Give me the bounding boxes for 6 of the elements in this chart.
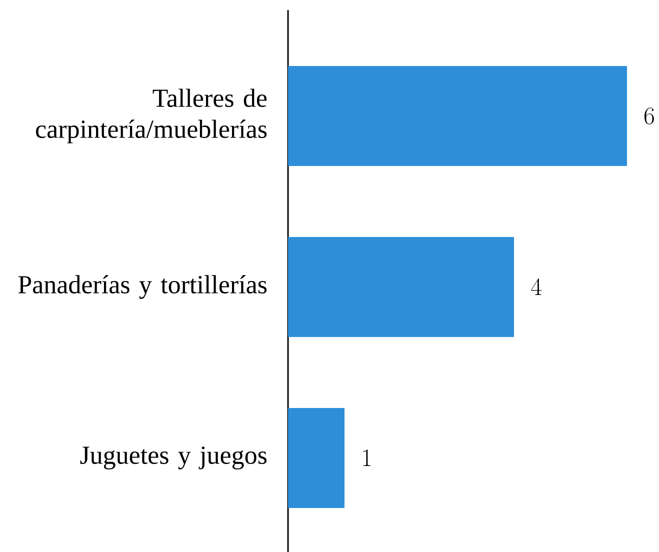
data-label: 6: [644, 108, 654, 124]
y-tick-label: Juguetes y juegos: [80, 446, 267, 470]
data-label: 4: [531, 278, 542, 296]
y-tick-label: Talleres de carpintería/mueblerías: [36, 88, 267, 144]
y-tick-label: Panaderías y tortillerías: [18, 275, 267, 299]
data-label: 1: [363, 450, 371, 466]
